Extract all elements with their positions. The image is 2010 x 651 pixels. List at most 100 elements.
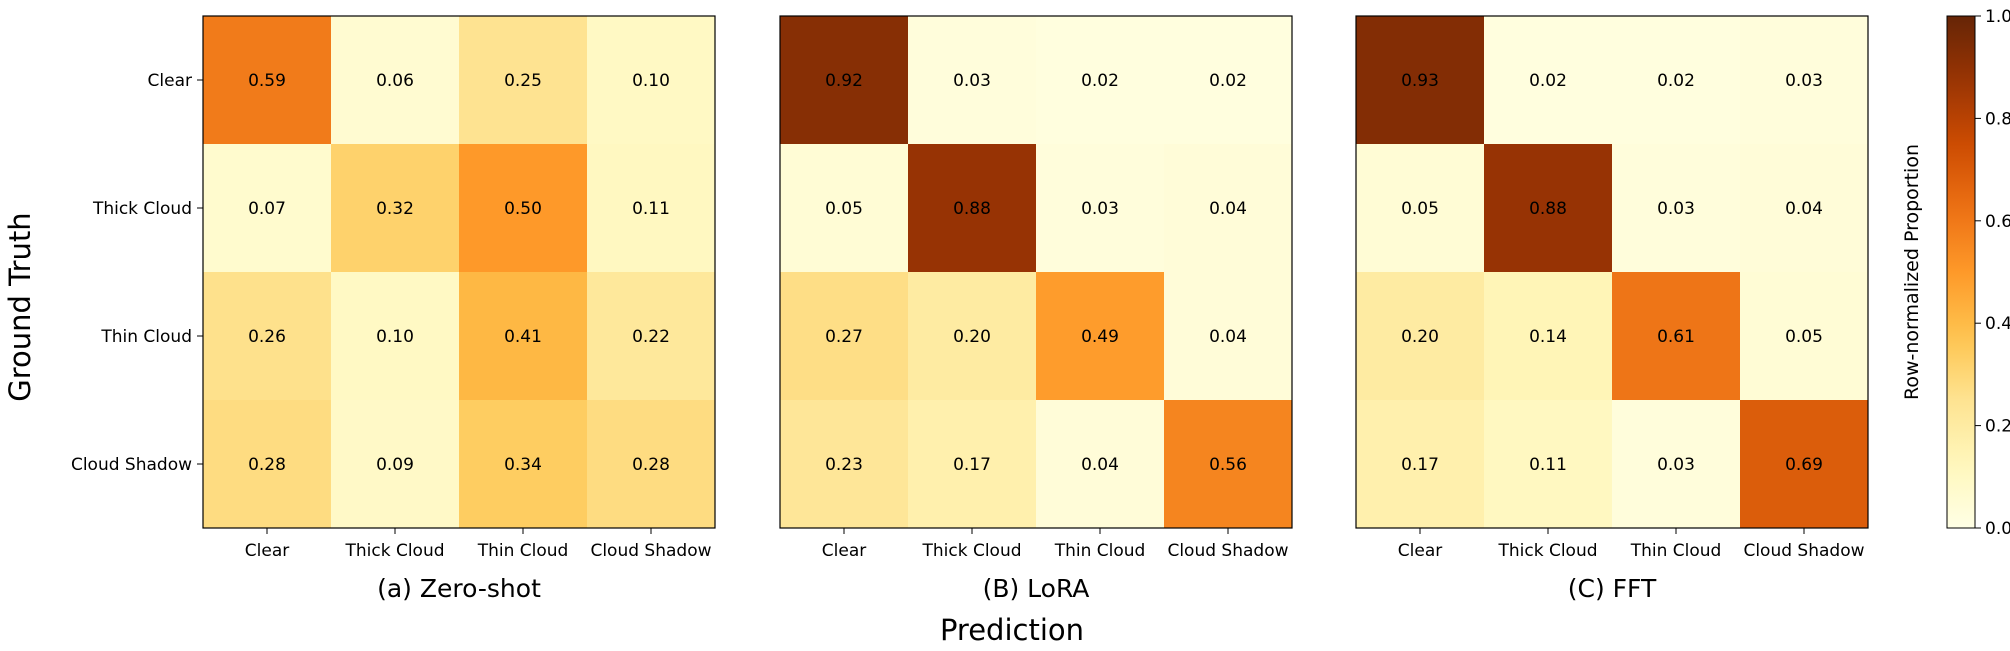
heatmap-cell — [1484, 16, 1612, 144]
x-tick-label-thin-cloud: Thin Cloud — [1630, 541, 1722, 561]
cell-value-label: 0.05 — [825, 199, 863, 219]
x-tick-label-clear: Clear — [245, 541, 289, 561]
cell-value-label: 0.05 — [1401, 199, 1439, 219]
heatmap-cell — [1740, 272, 1868, 400]
heatmap-cell — [1612, 272, 1740, 400]
heatmap-cell — [331, 400, 459, 528]
x-tick-label-clear: Clear — [1398, 541, 1442, 561]
colorbar-tick-label: 0.6 — [1985, 212, 2010, 232]
cell-value-label: 0.61 — [1657, 327, 1695, 347]
cell-value-label: 0.17 — [953, 455, 991, 475]
cell-value-label: 0.03 — [1785, 71, 1823, 91]
colorbar-gradient — [1946, 15, 1976, 529]
panels-layer: 0.59 0.06 0.25 0.10 0.07 0.32 0.50 0.11 0.26 0.10… — [71, 15, 1869, 603]
heatmap-cell — [908, 400, 1036, 528]
heatmap-cell — [459, 144, 587, 272]
colorbar-tick-label: 1.0 — [1985, 7, 2010, 27]
heatmap-cell — [1484, 272, 1612, 400]
heatmap-cell — [1740, 16, 1868, 144]
cell-value-label: 0.20 — [1401, 327, 1439, 347]
heatmap-cell — [331, 272, 459, 400]
cell-value-label: 0.11 — [632, 199, 670, 219]
cell-value-label: 0.04 — [1209, 199, 1247, 219]
heatmap-cell — [1356, 144, 1484, 272]
heatmap-cell — [1612, 16, 1740, 144]
cell-value-label: 0.17 — [1401, 455, 1439, 475]
colorbar-tick-label: 0.0 — [1985, 519, 2010, 539]
x-tick-label-cloud-shadow: Cloud Shadow — [1743, 541, 1864, 561]
heatmap-cell — [587, 272, 715, 400]
heatmap-cell — [203, 400, 331, 528]
heatmap-cell — [459, 272, 587, 400]
cell-value-label: 0.22 — [632, 327, 670, 347]
cell-value-label: 0.03 — [1081, 199, 1119, 219]
heatmap-cell — [587, 16, 715, 144]
cell-value-label: 0.88 — [1529, 199, 1567, 219]
y-tick-label-thin-cloud: Thin Cloud — [100, 327, 192, 347]
colorbar-tick-label: 0.2 — [1985, 417, 2010, 437]
heatmap-cell — [1740, 400, 1868, 528]
x-tick-label-thick-cloud: Thick Cloud — [344, 541, 444, 561]
heatmap-cell — [1036, 144, 1164, 272]
cell-value-label: 0.03 — [1657, 199, 1695, 219]
cell-value-label: 0.25 — [504, 71, 542, 91]
heatmap-cell — [1356, 400, 1484, 528]
heatmap-cell — [459, 400, 587, 528]
heatmap-cell — [331, 16, 459, 144]
cell-value-label: 0.59 — [248, 71, 286, 91]
cell-value-label: 0.10 — [376, 327, 414, 347]
heatmap-cell — [1164, 144, 1292, 272]
heatmap-cell — [331, 144, 459, 272]
panel-frame — [202, 15, 716, 529]
heatmap-cell — [1036, 400, 1164, 528]
heatmap-cell — [1740, 144, 1868, 272]
colorbar-tick-label: 0.4 — [1985, 314, 2010, 334]
heatmap-cell — [587, 400, 715, 528]
cell-value-label: 0.69 — [1785, 455, 1823, 475]
panel-2: 0.92 0.03 0.02 0.02 0.05 0.88 0.03 0.04 0.27 0.20… — [779, 15, 1293, 603]
cell-value-label: 0.07 — [248, 199, 286, 219]
cell-value-label: 0.09 — [376, 455, 414, 475]
heatmap-cell — [1484, 144, 1612, 272]
heatmap-cell — [908, 16, 1036, 144]
cell-value-label: 0.92 — [825, 71, 863, 91]
heatmap-cell — [459, 16, 587, 144]
heatmap-cell — [203, 144, 331, 272]
cell-value-label: 0.02 — [1081, 71, 1119, 91]
cell-value-label: 0.04 — [1081, 455, 1119, 475]
heatmap-cell — [1356, 272, 1484, 400]
heatmap-cell — [908, 272, 1036, 400]
heatmap-cell — [1036, 272, 1164, 400]
cell-value-label: 0.56 — [1209, 455, 1247, 475]
y-axis-title: Ground Truth — [3, 212, 37, 401]
heatmap-cell — [203, 272, 331, 400]
heatmap-cell — [203, 16, 331, 144]
cell-value-label: 0.27 — [825, 327, 863, 347]
cell-value-label: 0.04 — [1785, 199, 1823, 219]
cell-value-label: 0.04 — [1209, 327, 1247, 347]
x-tick-label-thin-cloud: Thin Cloud — [1054, 541, 1146, 561]
colorbar-tick-label: 0.8 — [1985, 109, 2010, 129]
cell-value-label: 0.02 — [1529, 71, 1567, 91]
cell-value-label: 0.02 — [1657, 71, 1695, 91]
cell-value-label: 0.32 — [376, 199, 414, 219]
cell-value-label: 0.93 — [1401, 71, 1439, 91]
panel-1: 0.59 0.06 0.25 0.10 0.07 0.32 0.50 0.11 0.26 0.10… — [71, 15, 716, 603]
panel-3: 0.93 0.02 0.02 0.03 0.05 0.88 0.03 0.04 0.20 0.14… — [1355, 15, 1869, 603]
heatmap-cell — [1356, 16, 1484, 144]
heatmap-cell — [780, 144, 908, 272]
cell-value-label: 0.03 — [953, 71, 991, 91]
heatmap-cell — [1612, 144, 1740, 272]
heatmap-cell — [908, 144, 1036, 272]
cell-value-label: 0.41 — [504, 327, 542, 347]
heatmap-cell — [1164, 16, 1292, 144]
heatmap-cell — [1036, 16, 1164, 144]
panel-title-2: (B) LoRA — [983, 574, 1090, 603]
colorbar-label: Row-normalized Proportion — [1901, 144, 1923, 400]
panel-frame — [1355, 15, 1869, 529]
cell-value-label: 0.20 — [953, 327, 991, 347]
cell-value-label: 0.34 — [504, 455, 542, 475]
colorbar: 0.0 0.2 0.4 0.6 0.8 1.0 Row-normalized Proport… — [1901, 7, 2010, 539]
panel-frame — [779, 15, 1293, 529]
